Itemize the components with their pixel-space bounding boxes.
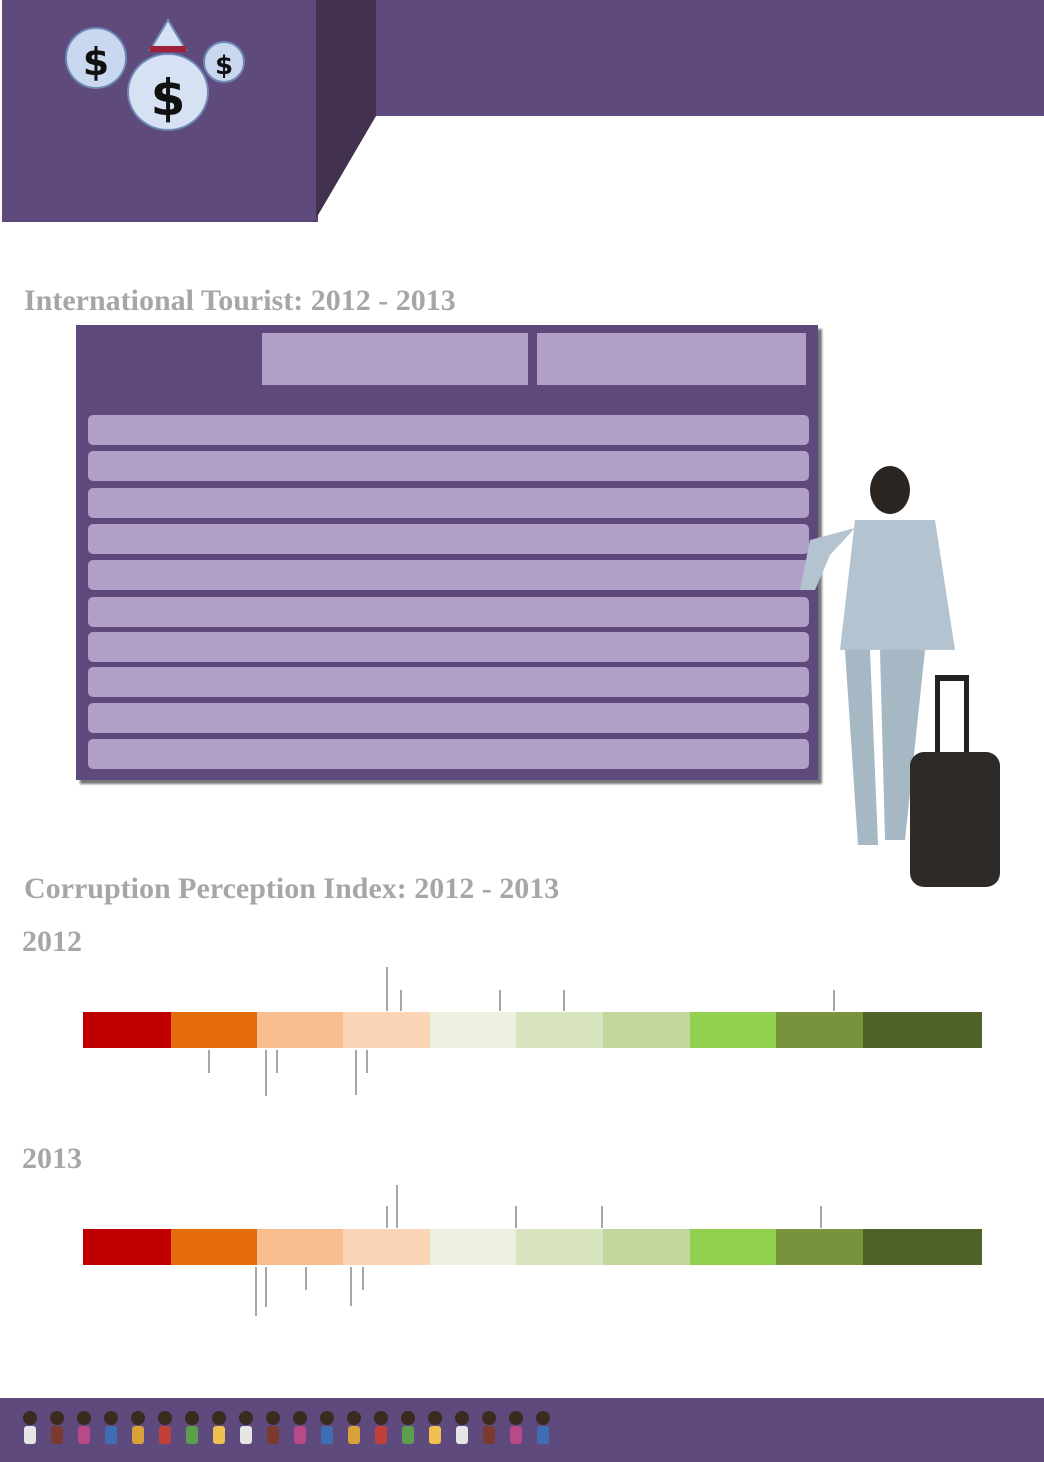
- figure-body: [51, 1426, 63, 1444]
- scale-segment: [430, 1012, 516, 1048]
- table-rows: [88, 415, 809, 769]
- figure-body: [24, 1426, 36, 1444]
- year-label: 2012: [22, 925, 82, 958]
- figure-head: [131, 1411, 145, 1425]
- figure-body: [456, 1426, 468, 1444]
- scale-segment: [603, 1012, 690, 1048]
- scale-segment: [430, 1229, 516, 1265]
- table-row: [88, 524, 809, 554]
- figure-body: [132, 1426, 144, 1444]
- figure-head: [293, 1411, 307, 1425]
- money-bags: $ $ $: [65, 18, 245, 131]
- color-scales: [83, 967, 982, 1316]
- table-row: [88, 560, 809, 590]
- scale-segment: [690, 1012, 776, 1048]
- figure-body: [483, 1426, 495, 1444]
- figure-head: [266, 1411, 280, 1425]
- scale-segment: [171, 1229, 257, 1265]
- scale-segment: [690, 1229, 776, 1265]
- scale-segment: [83, 1012, 171, 1048]
- scale-segment: [516, 1012, 603, 1048]
- scale-segment: [603, 1229, 690, 1265]
- figure-head: [401, 1411, 415, 1425]
- scale-segment: [776, 1229, 863, 1265]
- figure-head: [158, 1411, 172, 1425]
- scale-segment: [516, 1229, 603, 1265]
- figure-head: [509, 1411, 523, 1425]
- scale-segment: [776, 1012, 863, 1048]
- section-title: Corruption Perception Index: 2012 - 2013: [24, 872, 559, 905]
- figure-body: [510, 1426, 522, 1444]
- figure-body: [294, 1426, 306, 1444]
- year-label: 2013: [22, 1142, 82, 1175]
- figure-head: [347, 1411, 361, 1425]
- figure-body: [267, 1426, 279, 1444]
- table-row: [88, 597, 809, 627]
- figure-body: [159, 1426, 171, 1444]
- scale-segment: [343, 1229, 430, 1265]
- figure-body: [321, 1426, 333, 1444]
- table-row: [88, 739, 809, 769]
- figure-head: [239, 1411, 253, 1425]
- figure-head: [320, 1411, 334, 1425]
- figure-body: [105, 1426, 117, 1444]
- svg-text:$: $: [215, 51, 233, 81]
- figure-body: [429, 1426, 441, 1444]
- svg-text:$: $: [83, 40, 109, 84]
- scale-segment: [343, 1012, 430, 1048]
- figure-head: [455, 1411, 469, 1425]
- scale-segment: [863, 1012, 982, 1048]
- footer-figures: [23, 1411, 550, 1444]
- scale-segment: [257, 1229, 343, 1265]
- figure-body: [348, 1426, 360, 1444]
- figure-body: [375, 1426, 387, 1444]
- header-band: [376, 0, 1044, 116]
- scale-segment: [83, 1229, 171, 1265]
- figure-body: [537, 1426, 549, 1444]
- figure-head: [482, 1411, 496, 1425]
- figure-body: [402, 1426, 414, 1444]
- scale-segment: [257, 1012, 343, 1048]
- table-row: [88, 451, 809, 481]
- table-row: [88, 703, 809, 733]
- figure-head: [185, 1411, 199, 1425]
- figure-head: [374, 1411, 388, 1425]
- table-header-cell: [537, 333, 806, 385]
- figure-body: [213, 1426, 225, 1444]
- table-header-cell: [262, 333, 528, 385]
- figure-head: [77, 1411, 91, 1425]
- table-row: [88, 415, 809, 445]
- table-row: [88, 667, 809, 697]
- scale-segment: [171, 1012, 257, 1048]
- figure-head: [536, 1411, 550, 1425]
- svg-text:$: $: [151, 69, 186, 127]
- figure-body: [78, 1426, 90, 1444]
- header-bevel: [314, 0, 376, 222]
- figure-head: [104, 1411, 118, 1425]
- figure-body: [186, 1426, 198, 1444]
- traveler-illustration: [800, 466, 1000, 887]
- table-row: [88, 488, 809, 518]
- figure-head: [212, 1411, 226, 1425]
- figure-body: [240, 1426, 252, 1444]
- section-title: International Tourist: 2012 - 2013: [24, 284, 456, 317]
- table-row: [88, 632, 809, 662]
- figure-head: [50, 1411, 64, 1425]
- figure-head: [23, 1411, 37, 1425]
- scale-segment: [863, 1229, 982, 1265]
- figure-head: [428, 1411, 442, 1425]
